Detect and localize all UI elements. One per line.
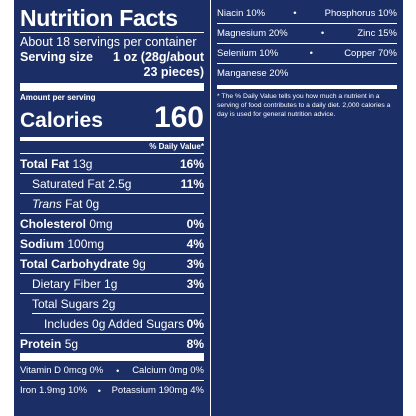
calories-label: Calories bbox=[20, 109, 103, 132]
nutrient-amount: 9g bbox=[132, 256, 146, 271]
nutrition-facts-title: Nutrition Facts bbox=[20, 5, 178, 31]
nutrient-amount: 100mg bbox=[67, 236, 105, 251]
bullet: • bbox=[309, 48, 313, 59]
nutrient-amount: 1g bbox=[104, 276, 118, 291]
nutrient-name: Total Fat bbox=[20, 156, 70, 171]
nutrient-dv: 16% bbox=[179, 156, 204, 171]
selenium: Selenium 10% bbox=[217, 48, 279, 59]
phosphorus: Phosphorus 10% bbox=[324, 8, 397, 19]
calories-row: Calories 160 bbox=[20, 103, 204, 133]
nutrient-amount: 2.5g bbox=[108, 176, 132, 191]
vitamin-row-1: Vitamin D 0mcg 0% • Calcium 0mg 0% bbox=[20, 361, 204, 380]
amount-per-serving: Amount per serving bbox=[20, 93, 96, 102]
nutrient-name: Trans bbox=[32, 196, 62, 211]
nutrient-row-cholesterol: Cholesterol 0mg 0% bbox=[20, 213, 204, 233]
nutrient-row-added-sugars: Includes 0g Added Sugars 0% bbox=[32, 313, 204, 333]
nutrient-amount: 0g bbox=[85, 196, 100, 211]
daily-value-header: % Daily Value* bbox=[149, 142, 204, 151]
nutrition-facts-continued-panel: Niacin 10% • Phosphorus 10% Magnesium 20… bbox=[211, 0, 403, 200]
nutrient-dv: 4% bbox=[186, 236, 204, 251]
nutrient-name: Sodium bbox=[20, 236, 64, 251]
nutrient-amount: 2g bbox=[102, 296, 116, 311]
bullet: • bbox=[320, 28, 325, 39]
zinc: Zinc 15% bbox=[357, 28, 397, 39]
magnesium: Magnesium 20% bbox=[217, 28, 288, 39]
nutrient-amount: 13g bbox=[72, 156, 93, 171]
serving-size-value-line2: 23 pieces) bbox=[143, 65, 204, 79]
vitamin-row-magnesium: Magnesium 20% • Zinc 15% bbox=[217, 24, 397, 43]
nutrient-name: Saturated Fat bbox=[32, 176, 105, 191]
niacin: Niacin 10% bbox=[217, 8, 266, 19]
vitamin-row-selenium: Selenium 10% • Copper 70% bbox=[217, 44, 397, 63]
vitamin-row-2: Iron 1.9mg 10% • Potassium 190mg 4% bbox=[20, 381, 204, 400]
bullet: • bbox=[116, 365, 120, 376]
iron: Iron 1.9mg 10% bbox=[20, 385, 88, 396]
nutrient-amount: 5g bbox=[64, 336, 79, 351]
copper: Copper 70% bbox=[344, 48, 397, 59]
calories-value: 160 bbox=[153, 101, 204, 134]
nutrient-name-suffix: Fat bbox=[65, 196, 83, 211]
nutrition-facts-panel: Nutrition Facts About 18 servings per co… bbox=[14, 0, 210, 416]
nutrient-dv: 8% bbox=[186, 336, 204, 351]
potassium: Potassium 190mg 4% bbox=[111, 385, 204, 396]
manganese: Manganese 20% bbox=[217, 68, 289, 79]
vitamin-row-niacin: Niacin 10% • Phosphorus 10% bbox=[217, 4, 397, 23]
nutrient-amount: 0mg bbox=[89, 216, 113, 231]
bullet: • bbox=[97, 385, 101, 396]
bullet: • bbox=[293, 8, 297, 19]
nutrient-name: Includes 0g Added Sugars bbox=[44, 316, 185, 331]
nutrient-row-total-fat: Total Fat 13g 16% bbox=[20, 153, 204, 173]
vitamin-row-manganese: Manganese 20% bbox=[217, 64, 397, 83]
nutrient-name: Cholesterol bbox=[20, 216, 87, 231]
vitamin-d: Vitamin D 0mcg 0% bbox=[20, 365, 104, 376]
nutrient-row-saturated-fat: Saturated Fat 2.5g 11% bbox=[20, 173, 204, 193]
panel-background bbox=[211, 200, 403, 416]
nutrient-dv: 0% bbox=[186, 316, 204, 331]
nutrient-name: Dietary Fiber bbox=[32, 276, 101, 291]
nutrient-row-dietary-fiber: Dietary Fiber 1g 3% bbox=[20, 273, 204, 293]
nutrient-dv: 3% bbox=[186, 276, 204, 291]
nutrient-name: Protein bbox=[20, 336, 62, 351]
nutrient-row-trans-fat: Trans Fat 0g bbox=[20, 193, 204, 213]
nutrient-dv: 11% bbox=[180, 176, 204, 191]
calcium: Calcium 0mg 0% bbox=[132, 365, 204, 376]
nutrient-name: Total Carbohydrate bbox=[20, 256, 130, 271]
serving-size-value: 1 oz (28g/about 23 pieces) bbox=[113, 50, 204, 80]
daily-value-footnote: * The % Daily Value tells you how much a… bbox=[217, 93, 391, 118]
serving-size: Serving size 1 oz (28g/about 23 pieces) bbox=[20, 50, 204, 80]
nutrient-name: Total Sugars bbox=[32, 296, 99, 311]
nutrient-dv: 3% bbox=[186, 256, 204, 271]
nutrient-row-sodium: Sodium 100mg 4% bbox=[20, 233, 204, 253]
nutrient-row-total-sugars: Total Sugars 2g bbox=[20, 293, 204, 313]
serving-size-label: Serving size bbox=[20, 50, 93, 64]
nutrient-row-total-carbohydrate: Total Carbohydrate 9g 3% bbox=[20, 253, 204, 273]
nutrient-row-protein: Protein 5g 8% bbox=[20, 333, 204, 353]
nutrient-dv: 0% bbox=[186, 216, 204, 231]
servings-per-container: About 18 servings per container bbox=[20, 35, 197, 49]
serving-size-value-line1: 1 oz (28g/about bbox=[113, 50, 204, 64]
